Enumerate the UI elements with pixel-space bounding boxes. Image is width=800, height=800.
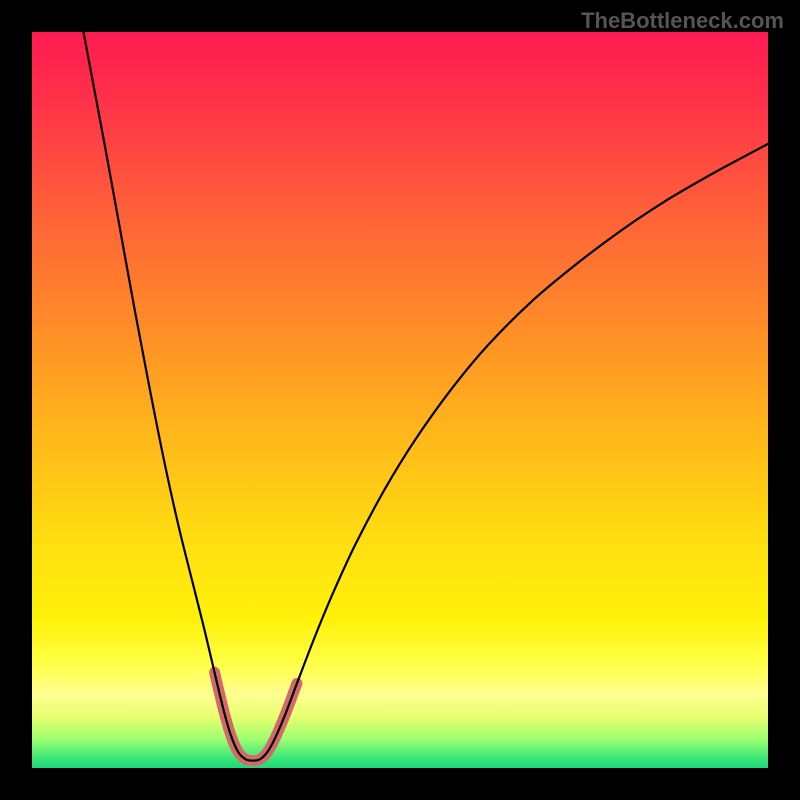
chart-svg bbox=[32, 32, 768, 768]
watermark-text: TheBottleneck.com bbox=[581, 8, 784, 34]
bottleneck-curve bbox=[84, 32, 768, 761]
plot-area bbox=[32, 32, 768, 768]
chart-canvas: TheBottleneck.com bbox=[0, 0, 800, 800]
